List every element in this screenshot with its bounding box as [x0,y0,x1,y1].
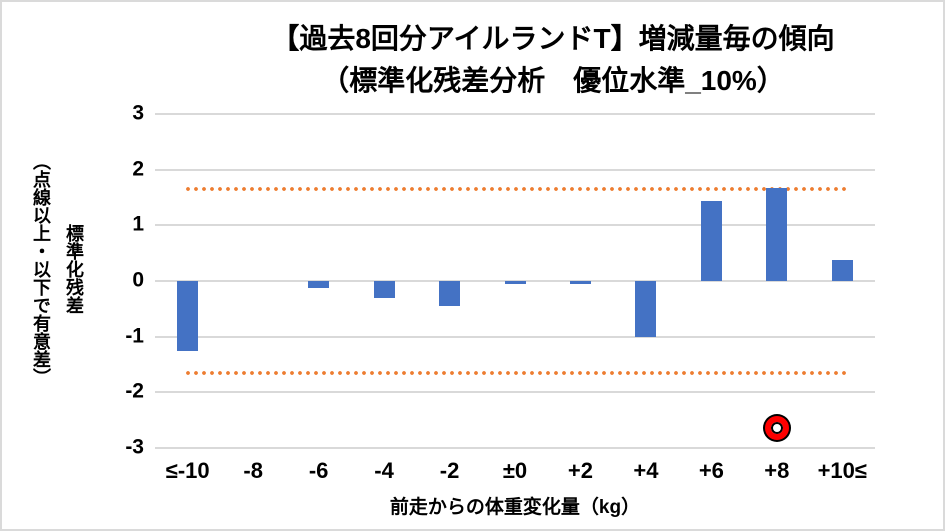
x-tick-label: +6 [698,458,724,483]
y-tick-label: 2 [132,157,144,181]
bar-+4 [635,281,657,337]
x-tick-label: -2 [439,458,460,483]
chart-title-line1: 【過去8回分アイルランドT】増減量毎の傾向 [271,23,835,54]
x-tick-label: +8 [764,458,790,483]
y-tick-label: -2 [125,379,144,403]
gridline [155,335,875,338]
y-tick-label: 0 [132,268,144,292]
y-axis-title: 標準化残差 （点線以上・以下で有意差） [24,102,90,436]
x-axis-title: 前走からの体重変化量（kg） [389,497,641,518]
chart-title-line2: （標準化残差分析 優位水準_10%） [321,65,785,96]
bar-+2 [569,281,591,285]
y-tick-label: 3 [132,101,144,125]
bar--4 [373,281,395,298]
x-tick-label: -6 [308,458,329,483]
x-tick-label: ≤-10 [165,458,210,483]
x-tick-label: +10≤ [817,458,867,483]
y-axis-title-sub: （点線以上・以下で有意差） [31,152,51,386]
bar--2 [439,281,461,307]
highlight-ring-icon [764,415,789,440]
gridline [155,224,875,227]
bar-≤-10 [177,281,199,351]
y-axis-title-main: 標準化残差 [64,224,84,314]
bar--6 [308,281,330,288]
gridline [155,447,875,449]
x-tick-label: +2 [567,458,593,483]
x-tick-label: +4 [633,458,659,483]
x-tick-label: -4 [374,458,394,483]
gridline [155,168,875,171]
x-tick-label: -8 [243,458,263,483]
gridline [155,391,875,394]
plot-area [155,113,875,449]
bar-±0 [504,281,526,285]
chart-title: 【過去8回分アイルランドT】増減量毎の傾向 （標準化残差分析 優位水準_10%） [160,18,943,102]
bar-+6 [700,201,722,281]
significance-line-upper [183,187,847,192]
y-tick-label: -3 [125,435,144,459]
y-tick-label: 1 [132,212,144,236]
y-tick-label: -1 [125,324,144,348]
gridline [155,113,875,115]
significance-line-lower [183,370,847,375]
bar-+8 [766,188,788,281]
x-tick-label: ±0 [502,458,528,483]
bar-+10≤ [831,259,853,281]
